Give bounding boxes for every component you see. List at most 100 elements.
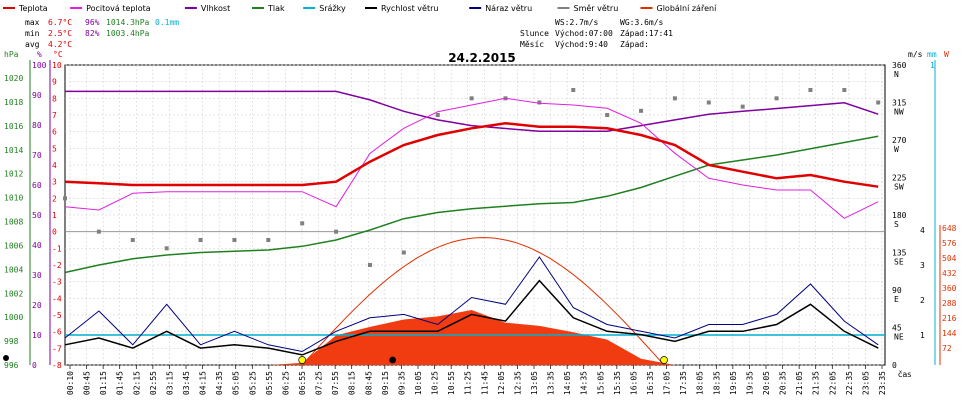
wind-dir-point-24 [876,100,881,105]
axis-dir-name-6: E [894,295,899,304]
axis-x-tick-5: 02:55 [149,371,158,395]
wind-dir-point-0 [63,196,67,201]
axis-x-tick-48: 23:05 [861,371,870,395]
axis-hpa-tick-3: 1014 [4,146,23,155]
wind-dir-point-2 [130,238,135,242]
axis-c-tick-10: 0 [52,228,57,237]
axis-x-tick-11: 05:25 [248,371,257,395]
axis-hpa-tick-0: 1020 [4,74,23,83]
legend-label-6: Náraz větru [485,4,532,13]
axis-c-tick-14: -4 [52,294,62,303]
sunrise-marker [298,356,307,364]
wind-dir-point-4 [198,238,203,242]
axis-x-tick-46: 22:05 [828,371,837,395]
axis-hpa-tick-8: 1004 [4,265,23,274]
wind-dir-point-21 [774,96,779,101]
axis-pct-tick-8: 20 [32,301,42,310]
info-sun-label: Slunce [520,29,549,38]
axis-c-tick-2: 8 [52,94,57,103]
legend-label-2: Vlhkost [201,4,230,13]
axis-w-tick-0: 648 [942,224,957,233]
axis-mm-unit: mm [927,50,937,59]
axis-w-tick-4: 360 [942,284,957,293]
wind-dir-point-19 [706,100,711,105]
plot-area [3,64,886,366]
axis-hpa-tick-6: 1008 [4,218,23,227]
axes: hPa% °C1020101810161014101210101008100610… [4,50,957,395]
axis-x-tick-8: 04:15 [199,371,208,395]
stat-min-hum: 82% [85,29,100,38]
axis-x-tick-7: 03:45 [182,371,191,395]
wind-dir-point-15 [571,88,576,92]
axis-x-tick-30: 14:05 [563,371,572,395]
axis-x-tick-44: 21:05 [795,371,804,395]
axis-x-tick-37: 17:35 [679,371,688,395]
stat-min-temp: 2.5°C [48,29,72,38]
info-ws: WS:2.7m/s [555,18,599,27]
wind-dir-point-5 [232,238,237,242]
axis-c-tick-18: -8 [52,361,62,370]
wind-dir-point-18 [672,96,677,101]
axis-hpa-tick-9: 1002 [4,289,23,298]
axis-dir-deg-3: 225 [892,174,907,183]
axis-x-tick-32: 15:05 [596,371,605,395]
axis-w-tick-8: 72 [942,344,952,353]
axis-x-tick-39: 18:35 [712,371,721,395]
axis-pct-tick-4: 60 [32,181,42,190]
moonrise-marker [389,356,397,364]
axis-hpa-tick-1: 1018 [4,98,23,107]
axis-x-tick-40: 19:05 [729,371,738,395]
axis-c-tick-16: -6 [52,328,62,337]
axis-pct-tick-1: 90 [32,91,42,100]
info-moon-label: Měsíc [520,40,544,49]
axis-hpa-tick-5: 1010 [4,194,23,203]
wind-dir-point-1 [96,229,101,234]
axis-x-tick-38: 18:05 [696,371,705,395]
axis-ms-tick-3: 1 [920,331,925,340]
axis-dir-deg-1: 315 [892,99,907,108]
axis-w-tick-3: 432 [942,269,957,278]
wind-dir-point-3 [164,246,169,251]
axis-hpa-tick-7: 1006 [4,241,23,250]
axis-x-tick-13: 06:25 [281,371,290,395]
axis-c-tick-5: 5 [52,144,57,153]
axis-hpa-unit: hPa [4,50,19,59]
axis-pct-tick-0: 100 [32,61,47,70]
axis-dir-name-4: S [894,220,899,229]
axis-dir-name-3: SW [894,183,904,192]
stat-min-label: min [25,29,40,38]
wind-dir-point-17 [639,108,644,113]
axis-x-tick-43: 20:35 [779,371,788,395]
axis-x-tick-47: 22:35 [845,371,854,395]
axis-w-tick-5: 288 [942,299,957,308]
axis-w-tick-7: 144 [942,329,957,338]
axis-x-tick-10: 05:05 [232,371,241,395]
wind-dir-point-14 [537,100,542,105]
axis-x-tick-1: 00:45 [83,371,92,395]
axis-c-tick-4: 6 [52,128,57,137]
axis-dir-deg-2: 270 [892,136,907,145]
wind-dir-point-9 [367,263,372,267]
axis-pct-tick-3: 70 [32,151,42,160]
stat-avg-temp: 4.2°C [48,40,72,49]
axis-x-tick-0: 00:10 [66,371,75,395]
series-pressure [64,135,879,274]
axis-c-tick-12: -2 [52,261,62,270]
axis-c-tick-0: 10 [52,61,62,70]
axis-pct-tick-5: 50 [32,211,42,220]
stats-block: max 6.7°C 96% 1014.3hPa 0.1mm min 2.5°C 82% 1003… [25,18,673,49]
axis-w-tick-1: 576 [942,239,957,248]
axis-c-tick-13: -3 [52,278,62,287]
axis-x-tick-15: 07:25 [315,371,324,395]
axis-x-tick-31: 14:35 [580,371,589,395]
legend-label-5: Rychlost větru [381,4,438,13]
legend-label-7: Směr větru [574,4,619,13]
axis-dir-name-2: W [894,145,899,154]
axis-x-tick-24: 11:25 [464,371,473,395]
axis-dir-tick-8: 0 [892,361,897,370]
axis-dir-name-7: NE [894,333,904,342]
info-sun-set: Západ:17:41 [620,29,673,38]
axis-c-tick-15: -5 [52,311,62,320]
